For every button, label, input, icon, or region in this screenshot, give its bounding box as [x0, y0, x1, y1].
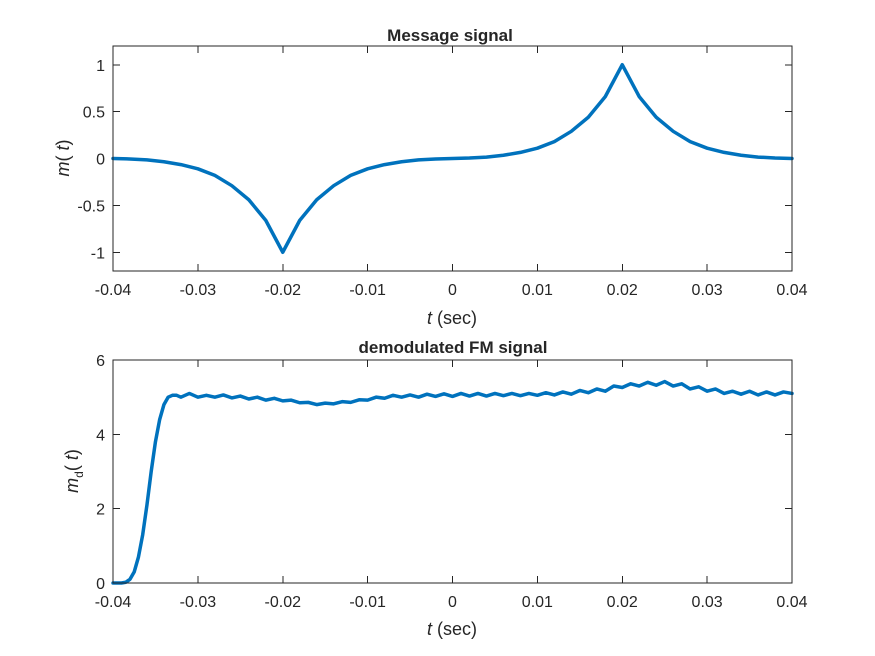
message-signal-y-tick-label: -0.5 — [77, 198, 105, 215]
message-signal-y-tick-label: 1 — [96, 58, 105, 75]
message-signal-x-label-unit: (sec) — [432, 308, 477, 328]
demodulated-fm-line — [111, 379, 794, 585]
demodulated-fm-x-tick-label: -0.03 — [180, 594, 217, 611]
message-signal-x-tick-label: -0.03 — [180, 282, 217, 299]
message-signal-x-tick-label: -0.04 — [95, 282, 132, 299]
demodulated-fm-x-label-var: t — [427, 619, 433, 639]
demodulated-fm-x-tick-label: 0 — [448, 594, 457, 611]
demodulated-fm-x-label-unit: (sec) — [432, 619, 477, 639]
message-signal-y-label: m( t) — [53, 139, 73, 176]
message-signal-y-tick-label: 0 — [96, 152, 105, 169]
message-signal-y-tick-label: 0.5 — [83, 105, 105, 122]
demodulated-fm-y-tick-label: 4 — [96, 427, 105, 444]
demodulated-fm-y-label-sub: d — [72, 471, 86, 478]
demodulated-fm-y-label: md( t) — [62, 449, 86, 493]
message-signal-x-tick-label: 0.01 — [522, 282, 553, 299]
message-signal-y-label-base: m — [53, 162, 73, 177]
message-signal-x-label-var: t — [427, 308, 433, 328]
message-signal-y-tick-label: -1 — [91, 245, 105, 262]
message-signal-x-label: t (sec) — [427, 308, 477, 328]
message-signal-y-label-close: ) — [53, 139, 73, 145]
message-signal-x-tick-label: 0.02 — [607, 282, 638, 299]
message-signal-x-tick-label: -0.02 — [265, 282, 302, 299]
demodulated-fm-x-tick-label: 0.02 — [607, 594, 638, 611]
message-signal-line — [111, 63, 794, 254]
message-signal-y-ticks: -1 -0.5 0 0.5 1 — [77, 58, 792, 262]
demodulated-fm-x-label: t (sec) — [427, 619, 477, 639]
message-signal-y-label-open: ( — [53, 151, 73, 162]
demodulated-fm-axes-box — [112, 359, 793, 584]
demodulated-fm-x-tick-label: -0.04 — [95, 594, 132, 611]
demodulated-fm-x-tick-label: 0.01 — [522, 594, 553, 611]
demodulated-fm-subplot: demodulated FM signal -0.04 -0.03 -0.02 -0.… — [62, 338, 808, 639]
message-signal-x-tick-label: 0 — [448, 282, 457, 299]
demodulated-fm-title: demodulated FM signal — [359, 338, 548, 357]
demodulated-fm-x-ticks: -0.04 -0.03 -0.02 -0.01 0 0.01 0.02 0.03 0.04 — [95, 360, 808, 611]
message-signal-x-tick-label: 0.04 — [776, 282, 807, 299]
demodulated-fm-y-label-var: t — [62, 454, 82, 460]
demodulated-fm-y-label-base: m — [62, 478, 82, 493]
demodulated-fm-x-tick-label: 0.04 — [776, 594, 807, 611]
message-signal-x-tick-label: 0.03 — [692, 282, 723, 299]
message-signal-title: Message signal — [387, 26, 513, 45]
message-signal-x-ticks: -0.04 -0.03 -0.02 -0.01 0 0.01 0.02 0.03 0.04 — [95, 46, 808, 299]
message-signal-x-tick-label: -0.01 — [349, 282, 386, 299]
demodulated-fm-y-tick-label: 6 — [96, 353, 105, 370]
demodulated-fm-y-label-open: ( — [62, 460, 82, 471]
demodulated-fm-x-tick-label: 0.03 — [692, 594, 723, 611]
message-signal-subplot: Message signal -0.04 -0.03 -0.02 -0.01 0 0.01… — [53, 26, 808, 328]
demodulated-fm-x-tick-label: -0.02 — [265, 594, 302, 611]
demodulated-fm-y-tick-label: 2 — [96, 502, 105, 519]
demodulated-fm-x-tick-label: -0.01 — [349, 594, 386, 611]
message-signal-axes-box — [112, 45, 793, 272]
demodulated-fm-y-tick-label: 0 — [96, 576, 105, 593]
demodulated-fm-y-label-close: ) — [62, 449, 82, 455]
message-signal-y-label-var: t — [53, 145, 73, 151]
